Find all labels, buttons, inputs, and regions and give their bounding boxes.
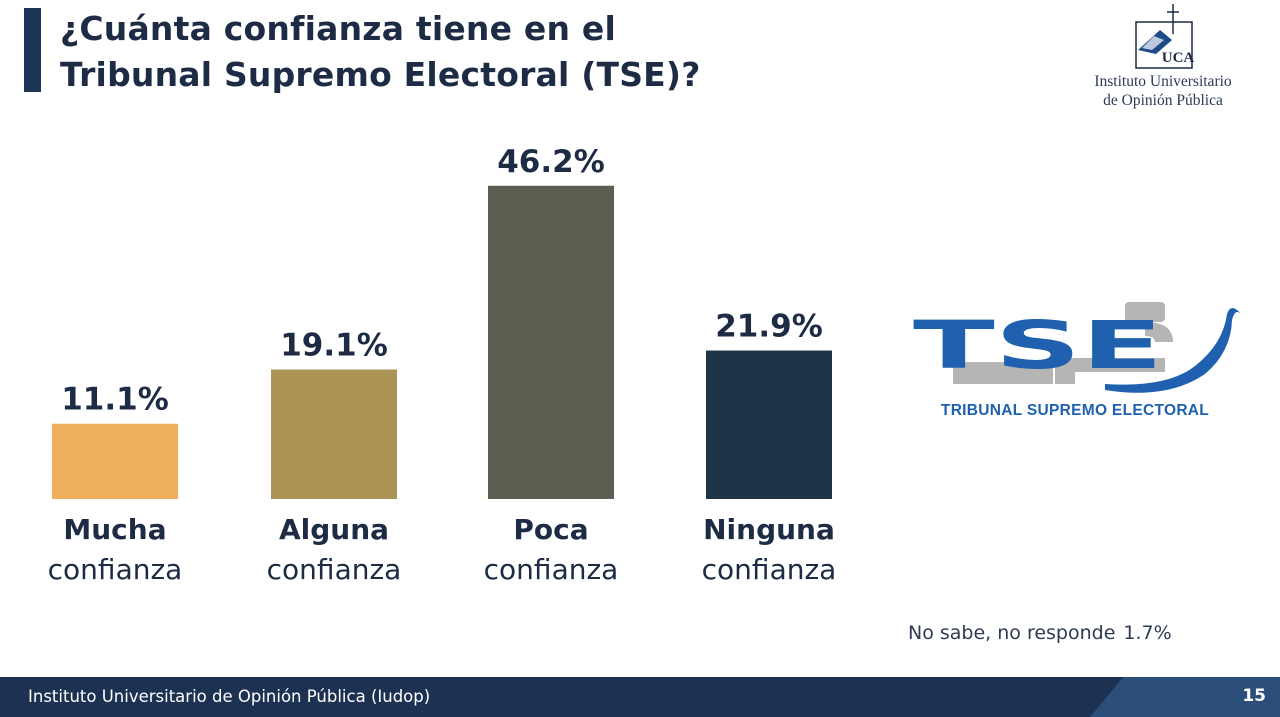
category-sublabel: confianza bbox=[48, 553, 183, 586]
iudop-logo: UCA Instituto Universitario de Opinión P… bbox=[1068, 4, 1258, 114]
title-accent-bar bbox=[24, 8, 41, 92]
bar bbox=[271, 369, 397, 499]
svg-text:TSE: TSE bbox=[913, 307, 1163, 384]
no-answer-note: No sabe, no responde 1.7% bbox=[908, 622, 1172, 644]
bar-value-label: 19.1% bbox=[280, 328, 388, 364]
institute-name-line-1: Instituto Universitario bbox=[1094, 73, 1232, 90]
bar bbox=[706, 350, 832, 499]
category-sublabel: confianza bbox=[702, 553, 837, 586]
bar-value-label: 21.9% bbox=[715, 309, 823, 345]
tse-caption: TRIBUNAL SUPREMO ELECTORAL bbox=[940, 402, 1210, 419]
footer-bar: Instituto Universitario de Opinión Públi… bbox=[0, 677, 1280, 717]
category-label: Alguna bbox=[279, 513, 389, 546]
svg-text:UCA: UCA bbox=[1162, 50, 1194, 66]
tse-logo: TSE TRIBUNAL SUPREMO ELECTORAL bbox=[905, 296, 1250, 426]
no-answer-value: 1.7% bbox=[1123, 622, 1172, 644]
institute-name-line-2: de Opinión Pública bbox=[1103, 92, 1223, 109]
category-sublabel: confianza bbox=[267, 553, 402, 586]
category-label: Poca bbox=[513, 513, 588, 546]
bar bbox=[52, 423, 178, 499]
title-line-2: Tribunal Supremo Electoral (TSE)? bbox=[60, 55, 701, 94]
bar-chart: 11.1% Mucha confianza 19.1% Alguna confianza 4… bbox=[48, 144, 837, 586]
title-line-1: ¿Cuánta confianza tiene en el bbox=[60, 9, 616, 48]
institute-name: Instituto Universitario de Opinión Públi… bbox=[1068, 72, 1258, 110]
page-number: 15 bbox=[1242, 686, 1266, 706]
slide-title: ¿Cuánta confianza tiene en el Tribunal S… bbox=[60, 6, 701, 98]
category-label: Ninguna bbox=[703, 513, 835, 546]
bar-value-label: 11.1% bbox=[61, 382, 169, 418]
no-answer-label: No sabe, no responde bbox=[908, 622, 1116, 644]
uca-logo-icon: UCA bbox=[1135, 4, 1194, 69]
bar bbox=[488, 185, 614, 499]
category-sublabel: confianza bbox=[484, 553, 619, 586]
bar-value-label: 46.2% bbox=[497, 144, 605, 180]
footer-institute: Instituto Universitario de Opinión Públi… bbox=[28, 687, 431, 706]
category-label: Mucha bbox=[63, 513, 166, 546]
tse-emblem-icon: TSE bbox=[913, 302, 1241, 393]
